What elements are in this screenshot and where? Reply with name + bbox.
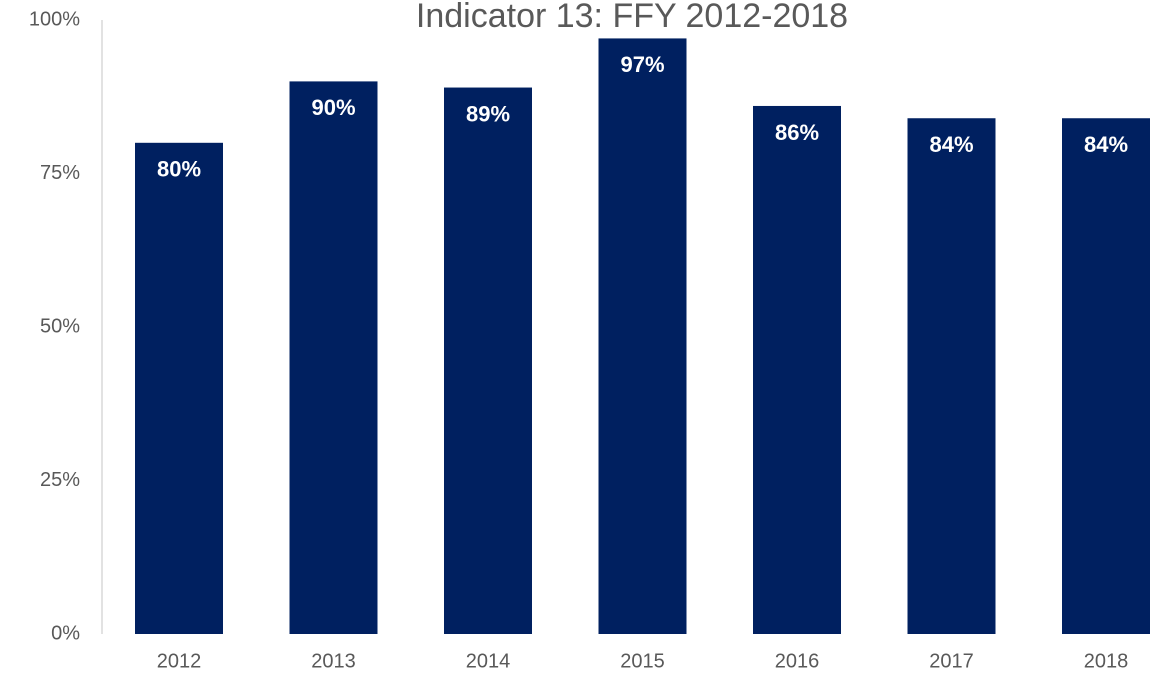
bar <box>135 142 223 635</box>
data-label: 86% <box>775 120 819 145</box>
x-tick-label: 2018 <box>1084 650 1129 672</box>
x-tick-label: 2013 <box>311 650 356 672</box>
x-tick-label: 2016 <box>775 650 820 672</box>
bar <box>289 81 378 634</box>
bar <box>907 118 996 635</box>
x-tick-label: 2015 <box>620 650 665 672</box>
bar <box>753 105 841 634</box>
y-tick-label: 0% <box>51 622 80 644</box>
x-tick-label: 2017 <box>929 650 974 672</box>
bar <box>598 38 687 635</box>
y-tick-label: 50% <box>40 315 80 337</box>
data-label: 84% <box>1084 132 1128 157</box>
data-label: 90% <box>311 95 355 120</box>
data-label: 89% <box>466 101 510 126</box>
x-tick-label: 2012 <box>157 650 202 672</box>
bar <box>444 87 532 635</box>
data-label: 97% <box>620 52 664 77</box>
y-tick-label: 75% <box>40 162 80 184</box>
y-tick-label: 100% <box>29 8 80 30</box>
chart-title: Indicator 13: FFY 2012-2018 <box>416 0 848 35</box>
data-label: 80% <box>157 157 201 182</box>
data-label: 84% <box>929 132 973 157</box>
bar <box>1062 118 1150 635</box>
y-tick-label: 25% <box>40 469 80 491</box>
x-tick-label: 2014 <box>466 650 511 672</box>
